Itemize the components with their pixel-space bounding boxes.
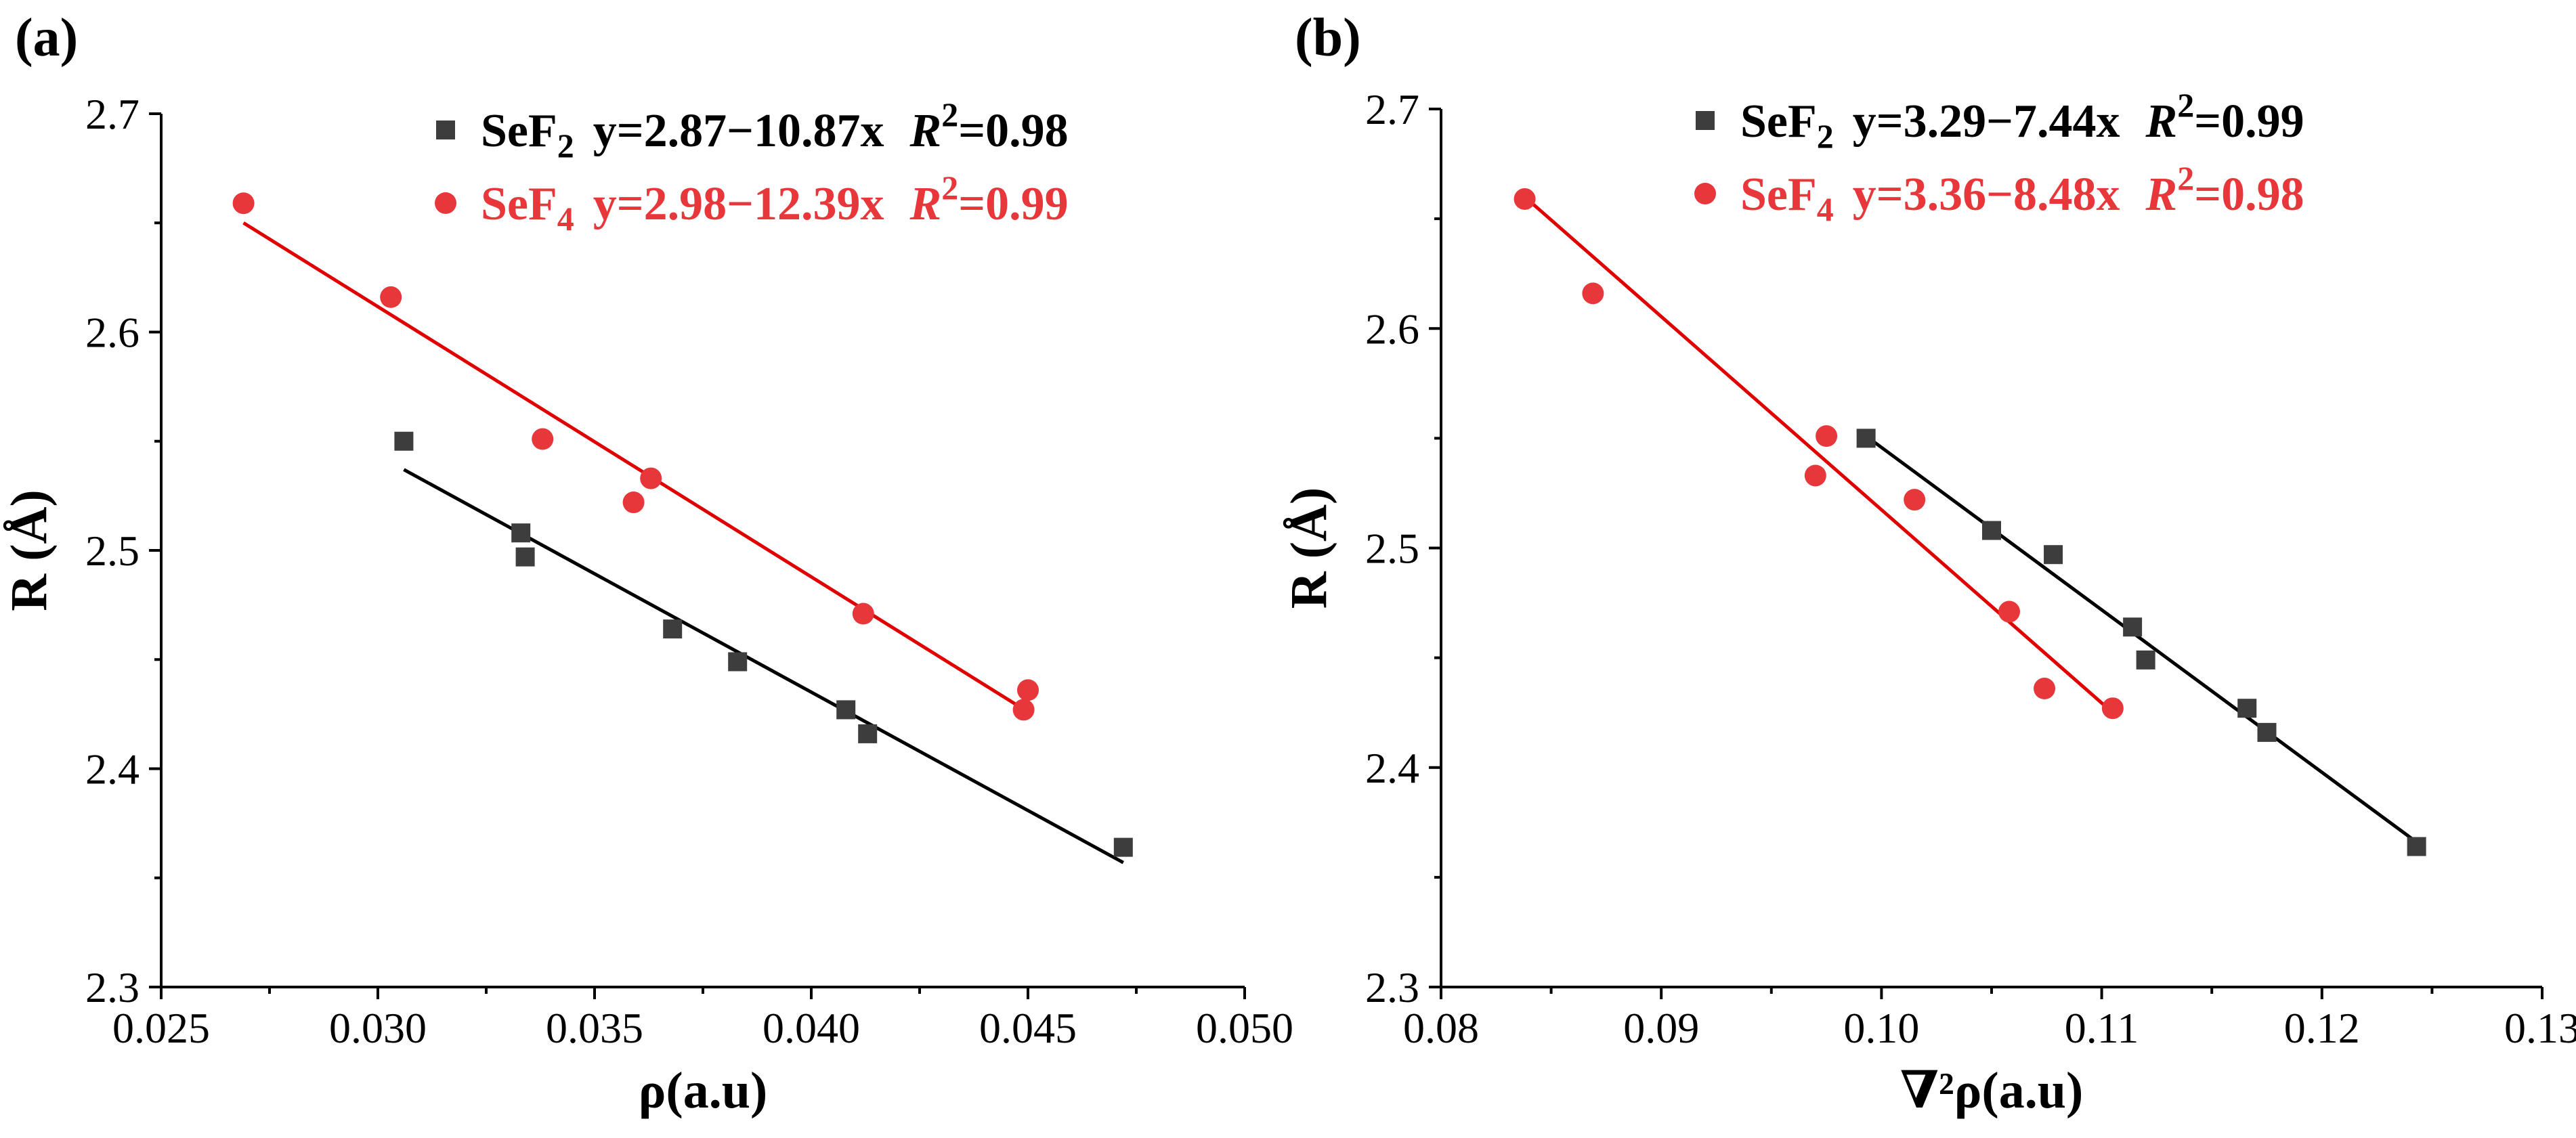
x-tick-label: 0.12 xyxy=(2284,1004,2360,1052)
data-point xyxy=(532,429,553,450)
data-point xyxy=(2407,837,2426,856)
data-point xyxy=(2044,545,2063,564)
legend-r2-superscript: 2 xyxy=(2177,86,2194,124)
data-point xyxy=(858,724,877,743)
x-tick-label: 0.045 xyxy=(979,1004,1077,1052)
data-point xyxy=(511,523,530,542)
y-tick-label: 2.3 xyxy=(85,963,139,1011)
y-tick-label: 2.5 xyxy=(1365,525,1419,573)
legend-r2-superscript: 2 xyxy=(941,95,958,133)
y-tick-label: 2.7 xyxy=(1365,85,1419,133)
data-point xyxy=(2123,617,2142,636)
data-point xyxy=(1514,188,1536,210)
legend-r2-symbol: R xyxy=(909,105,942,157)
y-tick-label: 2.4 xyxy=(85,745,139,793)
data-point xyxy=(394,432,413,451)
legend-r2-symbol: R xyxy=(2145,169,2178,221)
data-point xyxy=(2102,697,2124,719)
x-tick-label: 0.040 xyxy=(763,1004,860,1052)
legend-r2-value: =0.99 xyxy=(2194,95,2304,148)
legend-marker xyxy=(435,192,456,214)
data-point xyxy=(1013,699,1035,720)
legend-r2-superscript: 2 xyxy=(2177,159,2194,197)
legend-equation: y=2.87−10.87x xyxy=(593,105,884,157)
legend-r2-symbol: R xyxy=(909,178,942,230)
legend-label: SeF2 y=2.87−10.87x R2=0.98 xyxy=(481,95,1069,165)
data-point xyxy=(853,603,874,625)
x-tick-label: 0.13 xyxy=(2504,1004,2576,1052)
data-point xyxy=(1982,521,2001,540)
x-tick-label: 0.030 xyxy=(329,1004,427,1052)
legend-marker xyxy=(436,121,455,139)
data-point xyxy=(516,548,535,567)
y-tick-label: 2.6 xyxy=(85,309,139,357)
legend-r2-symbol: R xyxy=(2145,95,2178,148)
legend-marker xyxy=(1696,111,1715,130)
fit-line xyxy=(244,223,1028,712)
x-tick-label: 0.10 xyxy=(1843,1004,1919,1052)
legend-equation: y=3.29−7.44x xyxy=(1853,95,2120,148)
legend-subscript: 2 xyxy=(1817,117,1834,155)
legend-equation: y=2.98−12.39x xyxy=(593,178,884,230)
chart-panel-b: (b) 0.08 0.09 0.10 0.11 0.12 0.13 2.3 2.4 2.5 2.6 2… xyxy=(1281,8,2576,1119)
legend-subscript: 4 xyxy=(1817,190,1834,228)
data-point xyxy=(2137,651,2155,670)
data-point xyxy=(1857,429,1876,447)
series-sef4: SeF4 y=3.36−8.48x R2=0.98 xyxy=(1514,159,2304,719)
y-axis-title: R (Å) xyxy=(1281,487,1337,609)
y-axis-title: R (Å) xyxy=(1,489,58,611)
x-tick-label: 0.11 xyxy=(2065,1004,2139,1052)
y-tick-label: 2.3 xyxy=(1365,963,1419,1011)
data-point xyxy=(1017,679,1039,701)
chart-panel-a: (a) 0.025 0.030 0.035 0.040 0.045 0.050 2.3 2.4 2… xyxy=(1,8,1293,1119)
legend-label: SeF4 y=3.36−8.48x R2=0.98 xyxy=(1740,159,2304,228)
data-point xyxy=(663,619,682,638)
legend-r2-value: =0.98 xyxy=(958,105,1068,157)
data-point xyxy=(1114,838,1133,857)
panel-label: (b) xyxy=(1295,8,1361,68)
data-point xyxy=(233,192,255,214)
panel-label: (a) xyxy=(15,8,78,68)
data-point xyxy=(1805,464,1826,486)
data-point xyxy=(2034,678,2055,699)
y-tick-label: 2.5 xyxy=(85,527,139,575)
data-point xyxy=(1904,489,1925,510)
legend-marker xyxy=(1694,183,1716,204)
x-axis-title: ρ(a.u) xyxy=(639,1062,768,1119)
legend-equation: y=3.36−8.48x xyxy=(1853,169,2120,221)
legend-label: SeF2 y=3.29−7.44x R2=0.99 xyxy=(1740,86,2304,155)
data-point xyxy=(728,652,747,671)
data-point xyxy=(1998,601,2020,623)
x-tick-label: 0.035 xyxy=(546,1004,643,1052)
data-point xyxy=(623,491,645,513)
data-point xyxy=(836,700,855,719)
y-tick-label: 2.6 xyxy=(1365,305,1419,353)
legend-subscript: 4 xyxy=(557,200,574,238)
fit-line xyxy=(1866,436,2417,842)
y-tick-label: 2.4 xyxy=(1365,744,1419,792)
data-point xyxy=(1582,282,1604,304)
legend-r2-superscript: 2 xyxy=(941,169,958,206)
series-sef4: SeF4 y=2.98−12.39x R2=0.99 xyxy=(233,169,1069,720)
data-point xyxy=(1816,425,1837,447)
legend-label: SeF4 y=2.98−12.39x R2=0.99 xyxy=(481,169,1069,238)
data-point xyxy=(640,468,662,489)
legend-series-name: SeF xyxy=(1740,169,1817,221)
legend-r2-value: =0.98 xyxy=(2194,169,2304,221)
x-tick-label: 0.050 xyxy=(1196,1004,1293,1052)
fit-line xyxy=(1525,197,2113,713)
figure: (a)0.025 0.030 0.035 0.040 0.045 0.0502.32.42… xyxy=(0,0,2576,1138)
legend-r2-value: =0.99 xyxy=(958,178,1068,230)
data-point xyxy=(2237,699,2256,718)
data-point xyxy=(2258,723,2277,742)
data-point xyxy=(380,286,402,308)
y-tick-label: 2.7 xyxy=(85,90,139,138)
legend-series-name: SeF xyxy=(481,178,557,230)
legend-series-name: SeF xyxy=(481,105,557,157)
legend-subscript: 2 xyxy=(557,127,574,165)
x-axis-title: ∇²ρ(a.u) xyxy=(1900,1062,2084,1119)
legend-series-name: SeF xyxy=(1740,95,1817,148)
x-tick-label: 0.09 xyxy=(1623,1004,1699,1052)
